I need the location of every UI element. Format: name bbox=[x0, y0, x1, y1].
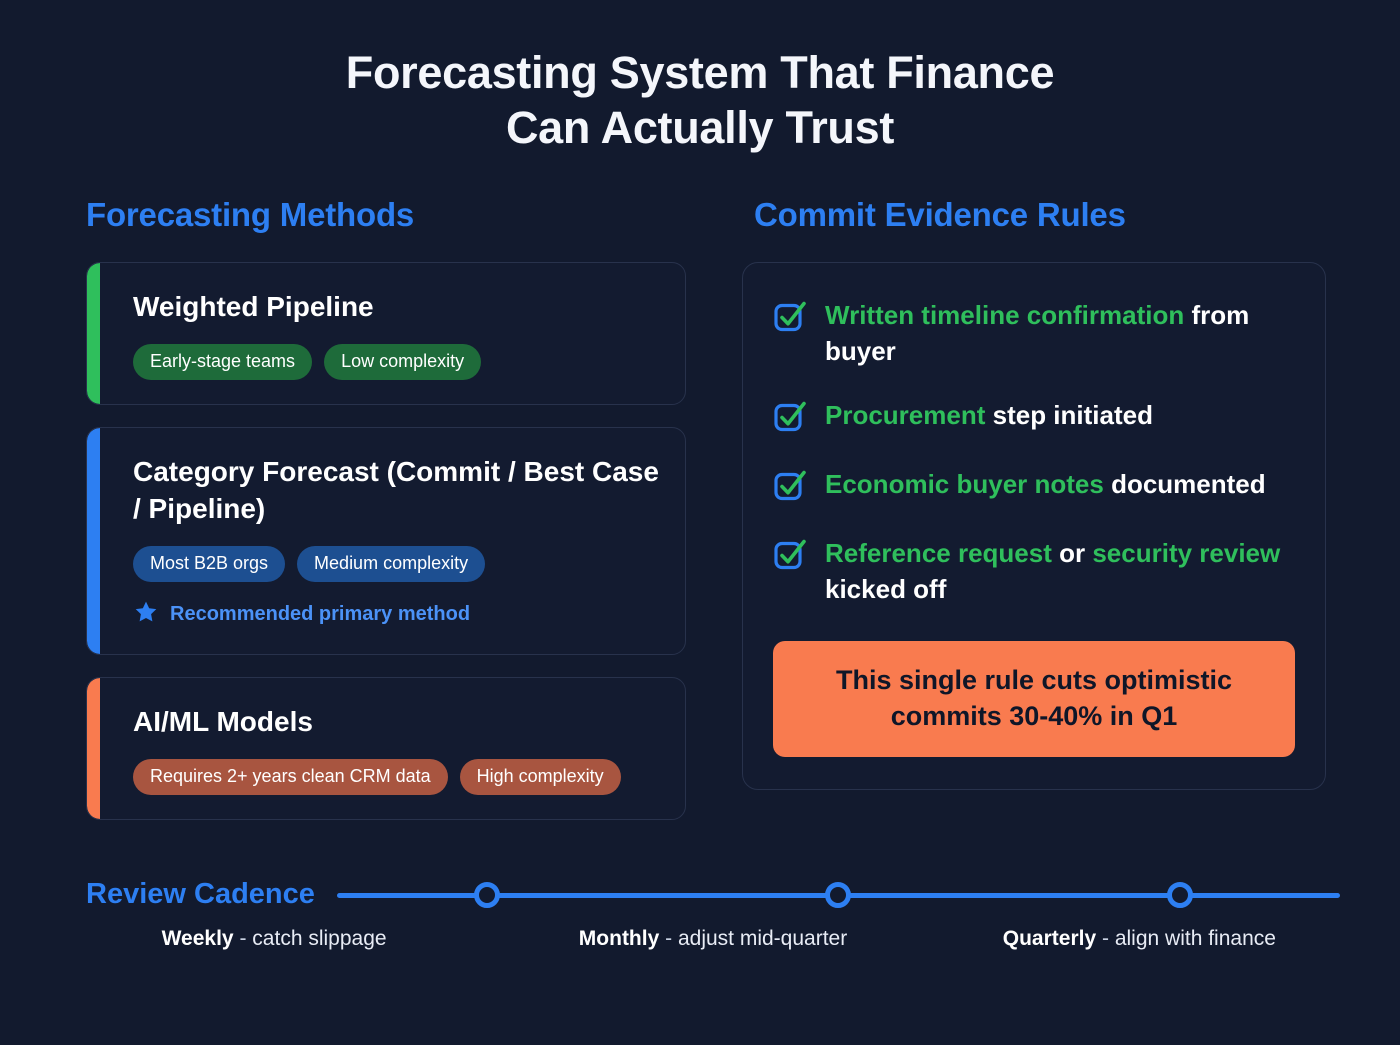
evidence-item[interactable]: Economic buyer notes documented bbox=[773, 466, 1295, 508]
review-cadence-label: Review Cadence bbox=[86, 878, 315, 910]
cadence-track-wrap bbox=[336, 880, 1340, 910]
commit-evidence-heading: Commit Evidence Rules bbox=[754, 195, 1126, 233]
cadence-detail: align with finance bbox=[1114, 927, 1276, 950]
checkbox-checked-icon bbox=[773, 400, 807, 439]
cadence-caption-weekly: Weekly - catch slippage bbox=[162, 927, 387, 951]
method-title: Weighted Pipeline bbox=[133, 290, 374, 322]
method-pill-row: Requires 2+ years clean CRM data High co… bbox=[133, 758, 659, 795]
method-pill: Most B2B orgs bbox=[133, 545, 286, 582]
method-pill: Early-stage teams bbox=[133, 343, 313, 380]
cadence-track-row: Review Cadence bbox=[86, 878, 1340, 911]
evidence-rest: kicked off bbox=[825, 573, 947, 604]
evidence-item-text: Written timeline confirmation from buyer bbox=[825, 297, 1295, 370]
accent-bar-green bbox=[87, 262, 100, 404]
forecasting-methods-heading: Forecasting Methods bbox=[86, 195, 415, 233]
method-pill: Low complexity bbox=[324, 343, 482, 380]
cadence-node-monthly[interactable] bbox=[825, 881, 852, 908]
cadence-detail: adjust mid-quarter bbox=[677, 927, 848, 950]
checkbox-checked-icon bbox=[773, 538, 807, 577]
cadence-node-weekly[interactable] bbox=[474, 881, 501, 908]
cadence-term: Quarterly bbox=[1002, 927, 1097, 950]
star-icon bbox=[133, 599, 159, 630]
checkbox-checked-icon bbox=[773, 300, 807, 339]
review-cadence-section: Review Cadence Weekly - catch slippage M… bbox=[86, 878, 1340, 961]
method-pill: Medium complexity bbox=[297, 545, 486, 582]
page-title-line-1: Forecasting System That Finance bbox=[345, 47, 1055, 98]
evidence-item-text: Procurement step initiated bbox=[825, 397, 1153, 433]
cadence-caption-quarterly: Quarterly - align with finance bbox=[1003, 927, 1276, 951]
evidence-highlight-2: security review bbox=[1092, 537, 1281, 568]
recommendation-label: Recommended primary method bbox=[170, 602, 471, 625]
evidence-item-text: Economic buyer notes documented bbox=[825, 466, 1266, 502]
method-card-ai-ml-models[interactable]: AI/ML Models Requires 2+ years clean CRM… bbox=[86, 676, 686, 820]
forecasting-methods-column: Forecasting Methods Weighted Pipeline Ea… bbox=[86, 196, 686, 842]
evidence-rest: documented bbox=[1103, 468, 1266, 499]
evidence-highlight: Procurement bbox=[825, 399, 986, 430]
content-columns: Forecasting Methods Weighted Pipeline Ea… bbox=[0, 196, 1400, 842]
method-card-weighted-pipeline[interactable]: Weighted Pipeline Early-stage teams Low … bbox=[86, 261, 686, 405]
evidence-rest: step initiated bbox=[985, 399, 1153, 430]
cadence-detail: catch slippage bbox=[252, 927, 387, 950]
method-pill: Requires 2+ years clean CRM data bbox=[133, 758, 448, 795]
method-pill: High complexity bbox=[459, 758, 621, 795]
checkbox-checked-icon bbox=[773, 469, 807, 508]
evidence-item[interactable]: Reference request or security review kic… bbox=[773, 535, 1295, 608]
evidence-rest: from buyer bbox=[825, 299, 1250, 367]
cadence-captions: Weekly - catch slippage Monthly - adjust… bbox=[86, 927, 1340, 961]
cadence-term: Weekly bbox=[161, 927, 234, 950]
cadence-dash: - bbox=[665, 927, 673, 950]
evidence-highlight: Economic buyer notes bbox=[825, 468, 1104, 499]
method-pill-row: Most B2B orgs Medium complexity bbox=[133, 545, 659, 582]
callout-box: This single rule cuts optimistic commits… bbox=[773, 641, 1295, 757]
evidence-item[interactable]: Written timeline confirmation from buyer bbox=[773, 297, 1295, 370]
recommendation-row: Recommended primary method bbox=[133, 599, 659, 630]
evidence-item-text: Reference request or security review kic… bbox=[825, 535, 1295, 608]
cadence-dash: - bbox=[1101, 927, 1109, 950]
cadence-term: Monthly bbox=[578, 927, 660, 950]
evidence-highlight: Reference request bbox=[825, 537, 1052, 568]
page-title-line-2: Can Actually Trust bbox=[505, 101, 895, 153]
commit-evidence-column: Commit Evidence Rules Written timeline c… bbox=[742, 196, 1326, 842]
accent-bar-orange bbox=[87, 677, 100, 819]
method-title: Category Forecast (Commit / Best Case / … bbox=[133, 455, 659, 524]
cadence-dash: - bbox=[239, 927, 247, 950]
method-title: AI/ML Models bbox=[133, 705, 313, 737]
evidence-panel: Written timeline confirmation from buyer… bbox=[742, 261, 1326, 790]
evidence-highlight: Written timeline confirmation bbox=[825, 299, 1185, 330]
accent-bar-blue bbox=[87, 427, 100, 654]
page-title: Forecasting System That Finance Can Actu… bbox=[0, 0, 1400, 156]
cadence-node-quarterly[interactable] bbox=[1166, 881, 1193, 908]
method-card-category-forecast[interactable]: Category Forecast (Commit / Best Case / … bbox=[86, 426, 686, 655]
evidence-mid: or bbox=[1051, 537, 1093, 568]
cadence-caption-monthly: Monthly - adjust mid-quarter bbox=[579, 927, 847, 951]
method-pill-row: Early-stage teams Low complexity bbox=[133, 343, 659, 380]
evidence-item[interactable]: Procurement step initiated bbox=[773, 397, 1295, 439]
